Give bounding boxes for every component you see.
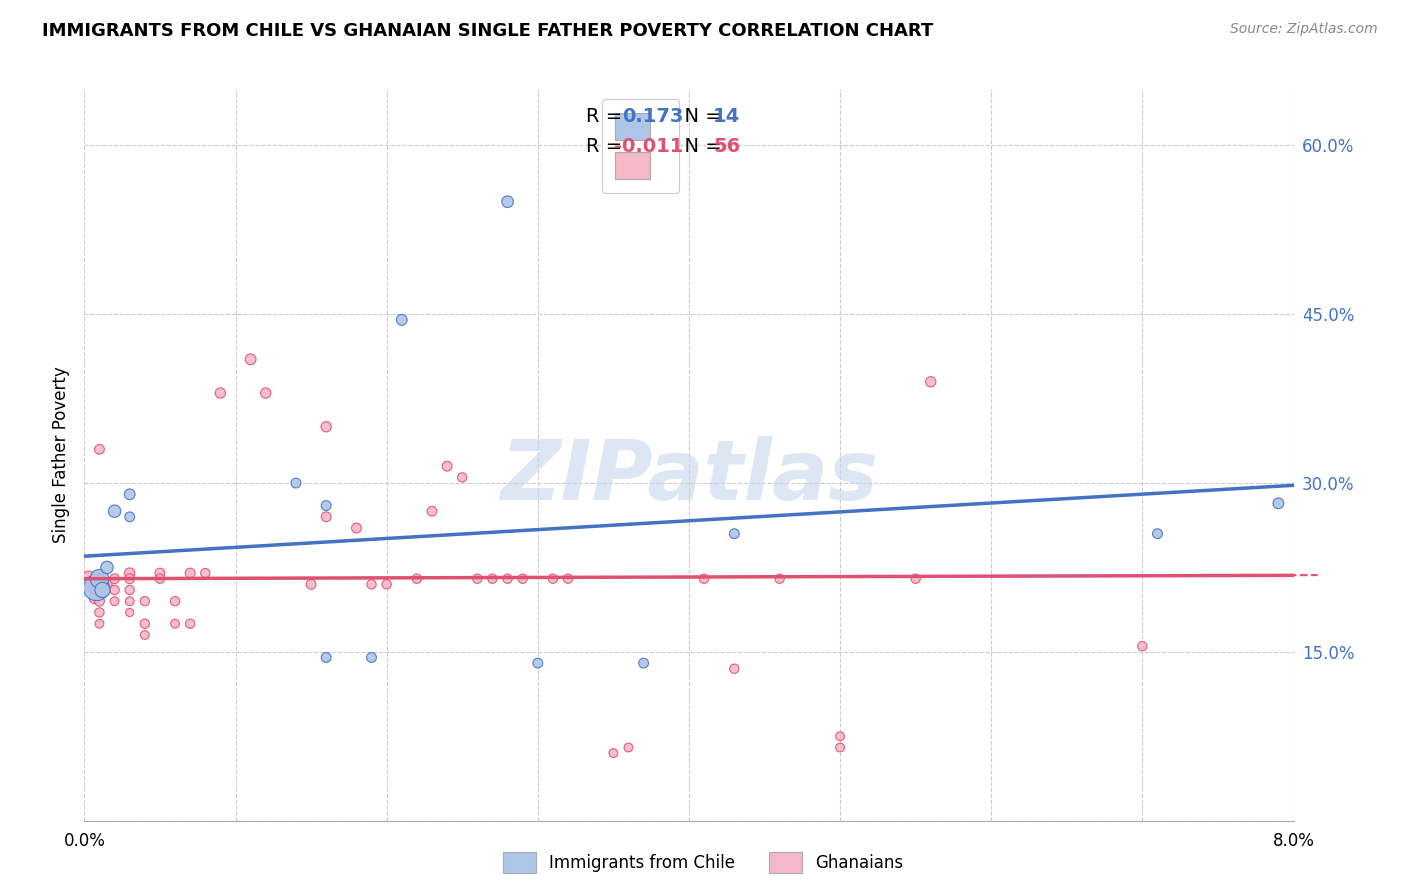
Point: [496, 194, 519, 209]
Point: [77, 572, 100, 586]
Point: [904, 572, 927, 586]
Point: [89, 572, 111, 586]
Point: [920, 375, 942, 389]
Point: [693, 572, 716, 586]
Point: [89, 442, 111, 457]
Point: [360, 650, 382, 665]
Text: 14: 14: [713, 108, 741, 127]
Point: [830, 740, 852, 755]
Text: IMMIGRANTS FROM CHILE VS GHANAIAN SINGLE FATHER POVERTY CORRELATION CHART: IMMIGRANTS FROM CHILE VS GHANAIAN SINGLE…: [42, 22, 934, 40]
Text: 56: 56: [713, 136, 741, 156]
Point: [315, 509, 337, 524]
Point: [84, 591, 107, 605]
Point: [118, 566, 141, 580]
Point: [104, 582, 127, 597]
Point: [1146, 526, 1168, 541]
Point: [118, 509, 141, 524]
Point: [315, 499, 337, 513]
Point: [96, 560, 118, 574]
Point: [375, 577, 398, 591]
Point: [541, 572, 564, 586]
Point: [299, 577, 322, 591]
Point: [179, 566, 201, 580]
Point: [769, 572, 792, 586]
Point: [512, 572, 534, 586]
Point: [118, 606, 141, 620]
Point: [617, 740, 640, 755]
Point: [118, 487, 141, 501]
Point: [149, 572, 172, 586]
Text: N =: N =: [672, 136, 728, 156]
Point: [633, 656, 655, 670]
Point: [89, 594, 111, 608]
Point: [149, 566, 172, 580]
Point: [557, 572, 579, 586]
Point: [481, 572, 503, 586]
Point: [451, 470, 474, 484]
Point: [165, 616, 187, 631]
Point: [134, 616, 156, 631]
Legend: , : ,: [602, 99, 679, 193]
Point: [89, 582, 111, 597]
Point: [360, 577, 382, 591]
Point: [91, 582, 114, 597]
Point: [179, 616, 201, 631]
Point: [391, 313, 413, 327]
Point: [723, 526, 745, 541]
Point: [165, 594, 187, 608]
Point: [830, 729, 852, 743]
Point: [118, 572, 141, 586]
Point: [118, 594, 141, 608]
Point: [467, 572, 489, 586]
Point: [527, 656, 550, 670]
Text: N =: N =: [672, 108, 728, 127]
Point: [209, 386, 232, 401]
Point: [315, 650, 337, 665]
Point: [1132, 639, 1154, 653]
Point: [194, 566, 217, 580]
Point: [96, 577, 118, 591]
Point: [346, 521, 368, 535]
Point: [89, 606, 111, 620]
Point: [496, 572, 519, 586]
Text: R =: R =: [586, 108, 636, 127]
Y-axis label: Single Father Poverty: Single Father Poverty: [52, 367, 70, 543]
Point: [239, 352, 262, 367]
Point: [406, 572, 429, 586]
Legend: Immigrants from Chile, Ghanaians: Immigrants from Chile, Ghanaians: [496, 846, 910, 880]
Point: [315, 419, 337, 434]
Point: [436, 459, 458, 474]
Text: R =: R =: [586, 136, 628, 156]
Point: [1267, 496, 1289, 510]
Point: [104, 594, 127, 608]
Text: ZIPatlas: ZIPatlas: [501, 436, 877, 517]
Point: [86, 582, 108, 597]
Point: [86, 581, 108, 595]
Point: [420, 504, 443, 518]
Point: [104, 504, 127, 518]
Text: -0.011: -0.011: [614, 136, 683, 156]
Point: [134, 628, 156, 642]
Text: Source: ZipAtlas.com: Source: ZipAtlas.com: [1230, 22, 1378, 37]
Point: [104, 572, 127, 586]
Point: [80, 580, 103, 594]
Point: [134, 594, 156, 608]
Point: [118, 582, 141, 597]
Point: [723, 662, 745, 676]
Point: [602, 746, 624, 760]
Point: [89, 616, 111, 631]
Text: 0.173: 0.173: [623, 108, 683, 127]
Point: [89, 572, 111, 586]
Point: [254, 386, 277, 401]
Point: [285, 476, 308, 491]
